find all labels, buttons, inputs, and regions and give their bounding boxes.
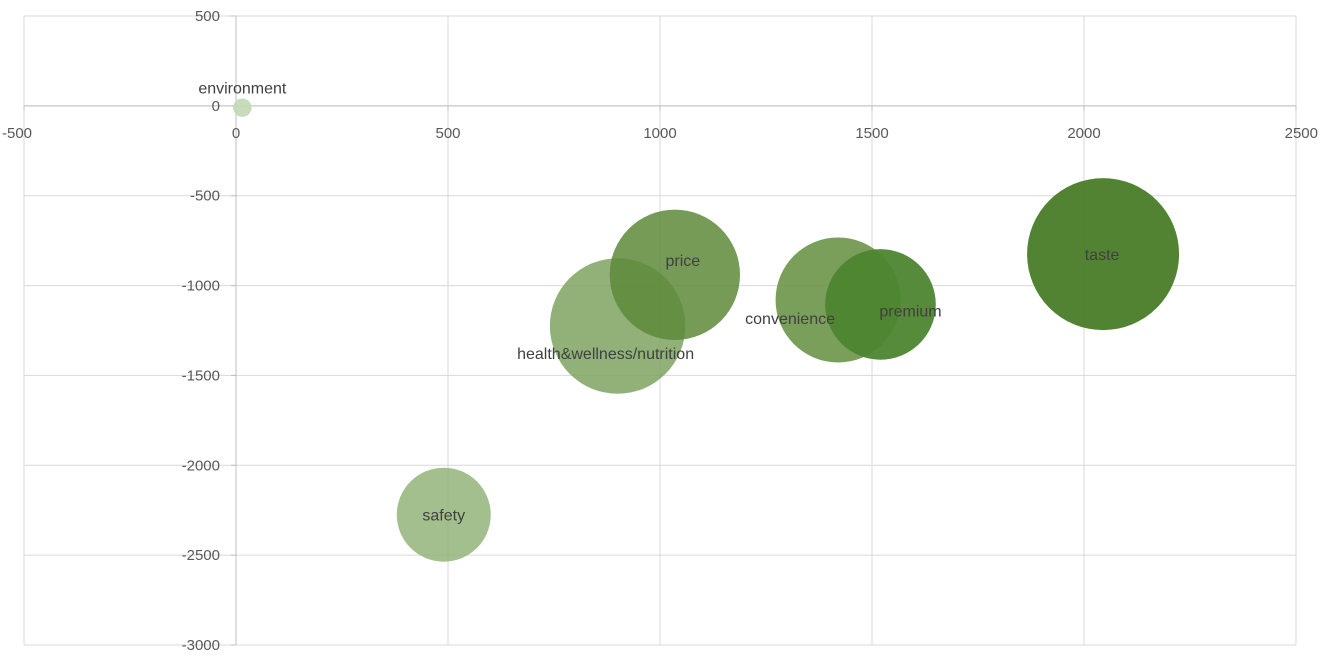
x-tick-label: 0 [232,125,240,142]
bubble-safety [396,467,491,562]
bubble-label: convenience [745,311,835,328]
bubble-label: safety [422,508,465,525]
y-tick-label: 0 [212,98,220,115]
x-tick-label: 2500 [1285,125,1318,142]
bubble-label-layer: environment health&wellness/nutrition pric… [198,81,1119,525]
bubble-layer [233,98,1180,562]
bubble-label: taste [1085,247,1120,264]
x-tick-label: 500 [435,125,460,142]
bubble-label: health&wellness/nutrition [517,346,694,363]
y-tick-label: -1000 [182,278,220,295]
y-tick-label: -1500 [182,367,220,384]
bubble-price [609,209,741,340]
axis-layer: 500 0 -500 -1000 -1500 -2000 -2500 -3000 -500 0 50… [2,8,1318,654]
x-tick-label: -500 [2,125,32,142]
y-tick-label: -500 [190,188,220,205]
bubble-label: price [665,253,700,270]
bubble-taste [1027,178,1180,331]
x-tick-label: 1500 [855,125,888,142]
x-tick-label: 1000 [643,125,676,142]
y-tick-label: 500 [195,8,220,25]
y-tick-label: -2500 [182,547,220,564]
x-tick-label: 2000 [1067,125,1100,142]
bubble-label: environment [198,81,287,98]
bubble-premium [825,249,936,360]
bubble-label: premium [879,303,941,320]
y-tick-label: -2000 [182,457,220,474]
y-tick-label: -3000 [182,637,220,654]
bubble-environment [233,98,252,117]
